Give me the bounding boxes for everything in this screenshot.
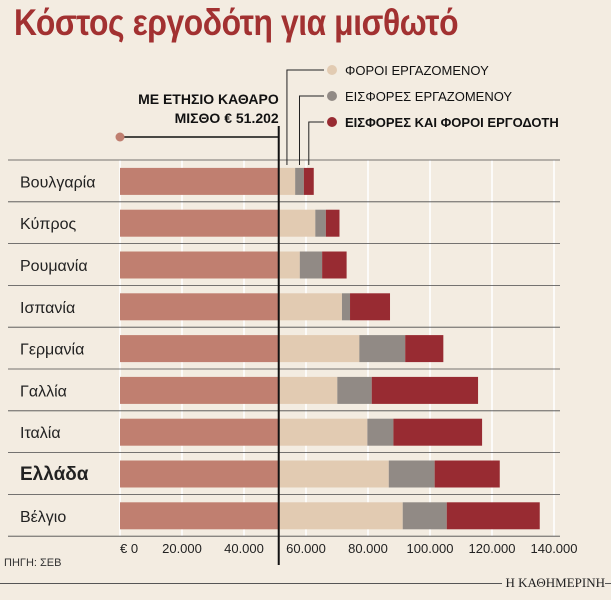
employer-contributions-bar <box>405 335 444 363</box>
employee-taxes-bar <box>278 335 360 363</box>
employee-taxes-bar <box>278 502 403 530</box>
x-tick-label: 80.000 <box>348 541 388 556</box>
net-salary-label-line2: ΜΙΣΘΟ € 51.202 <box>175 110 279 126</box>
legend-label: ΕΙΣΦΟΡΕΣ ΚΑΙ ΦΟΡΟΙ ΕΡΓΟΔΟΤΗ <box>345 115 559 130</box>
employee-taxes-bar <box>278 209 316 237</box>
employee-taxes-bar <box>278 376 338 404</box>
employee-taxes-bar <box>278 418 368 446</box>
employee-contributions-bar <box>359 335 406 363</box>
category-label: Ιταλία <box>20 425 61 442</box>
legend-marker <box>327 91 337 101</box>
employee-contributions-bar <box>388 460 435 488</box>
category-label-highlight: Ελλάδα <box>20 464 89 485</box>
employee-contributions-bar <box>299 251 323 279</box>
source-label: ΠΗΓΗ: ΣΕΒ <box>4 557 62 569</box>
net-salary-bar <box>120 209 279 237</box>
category-label: Κύπρος <box>20 216 76 233</box>
x-tick-labels: € 0 20.000 40.000 60.000 80.000 100.000 120.00… <box>120 541 578 556</box>
x-tick-label: 40.000 <box>224 541 264 556</box>
employer-contributions-bar <box>393 418 483 446</box>
chart-title: Κόστος εργοδότη για μισθωτό <box>14 2 459 43</box>
employee-taxes-bar <box>278 293 342 321</box>
employee-contributions-bar <box>315 209 326 237</box>
net-salary-label-line1: ΜΕ ΕΤΗΣΙΟ ΚΑΘΑΡΟ <box>138 91 279 107</box>
net-salary-marker <box>115 132 125 142</box>
net-salary-bar <box>120 167 279 195</box>
employee-contributions-bar <box>295 167 304 195</box>
legend: ΦΟΡΟΙ ΕΡΓΑΖΟΜΕΝΟΥ ΕΙΣΦΟΡΕΣ ΕΡΓΑΖΟΜΕΝΟΥ ΕΙΣ… <box>286 63 559 165</box>
x-tick-label: € 0 <box>120 541 138 556</box>
x-tick-label: 60.000 <box>286 541 326 556</box>
employer-contributions-bar <box>303 167 314 195</box>
net-salary-bar <box>120 376 279 404</box>
legend-marker <box>327 65 337 75</box>
legend-leader-line <box>308 121 324 165</box>
category-label: Ισπανία <box>20 300 75 317</box>
publisher-label: Η ΚΑΘΗΜΕΡΙΝΗ <box>501 575 605 591</box>
bars <box>120 167 540 530</box>
employee-contributions-bar <box>337 376 372 404</box>
net-salary-bar <box>120 335 279 363</box>
category-label: Βέλγιο <box>20 509 66 526</box>
employer-contributions-bar <box>325 209 340 237</box>
legend-leader-line <box>286 69 324 165</box>
net-salary-bar <box>120 251 279 279</box>
employer-contributions-bar <box>434 460 500 488</box>
net-salary-bar <box>120 502 279 530</box>
legend-leader-line <box>298 95 324 165</box>
employer-contributions-bar <box>322 251 347 279</box>
employee-taxes-bar <box>278 167 296 195</box>
net-salary-annotation: ΜΕ ΕΤΗΣΙΟ ΚΑΘΑΡΟ ΜΙΣΘΟ € 51.202 <box>115 91 280 565</box>
employee-contributions-bar <box>402 502 447 530</box>
net-salary-bar <box>120 460 279 488</box>
x-tick-label: 140.000 <box>531 541 578 556</box>
footer-rule <box>0 583 611 584</box>
employee-taxes-bar <box>278 251 300 279</box>
category-label: Ρουμανία <box>20 258 88 275</box>
net-salary-bar <box>120 418 279 446</box>
category-labels: Βουλγαρία Κύπρος Ρουμανία Ισπανία Γερμανία Γα… <box>20 174 95 525</box>
employee-contributions-bar <box>367 418 394 446</box>
x-tick-label: 20.000 <box>162 541 202 556</box>
legend-label: ΦΟΡΟΙ ΕΡΓΑΖΟΜΕΝΟΥ <box>345 63 489 78</box>
legend-label: ΕΙΣΦΟΡΕΣ ΕΡΓΑΖΟΜΕΝΟΥ <box>345 89 512 104</box>
x-tick-label: 120.000 <box>469 541 516 556</box>
category-label: Γερμανία <box>20 342 84 359</box>
category-label: Γαλλία <box>20 383 67 400</box>
employer-contributions-bar <box>350 293 391 321</box>
employee-contributions-bar <box>341 293 351 321</box>
employer-contributions-bar <box>446 502 540 530</box>
employee-taxes-bar <box>278 460 389 488</box>
legend-marker <box>327 117 337 127</box>
employer-contributions-bar <box>371 376 479 404</box>
category-label: Βουλγαρία <box>20 174 95 191</box>
x-tick-label: 100.000 <box>407 541 454 556</box>
net-salary-bar <box>120 293 279 321</box>
